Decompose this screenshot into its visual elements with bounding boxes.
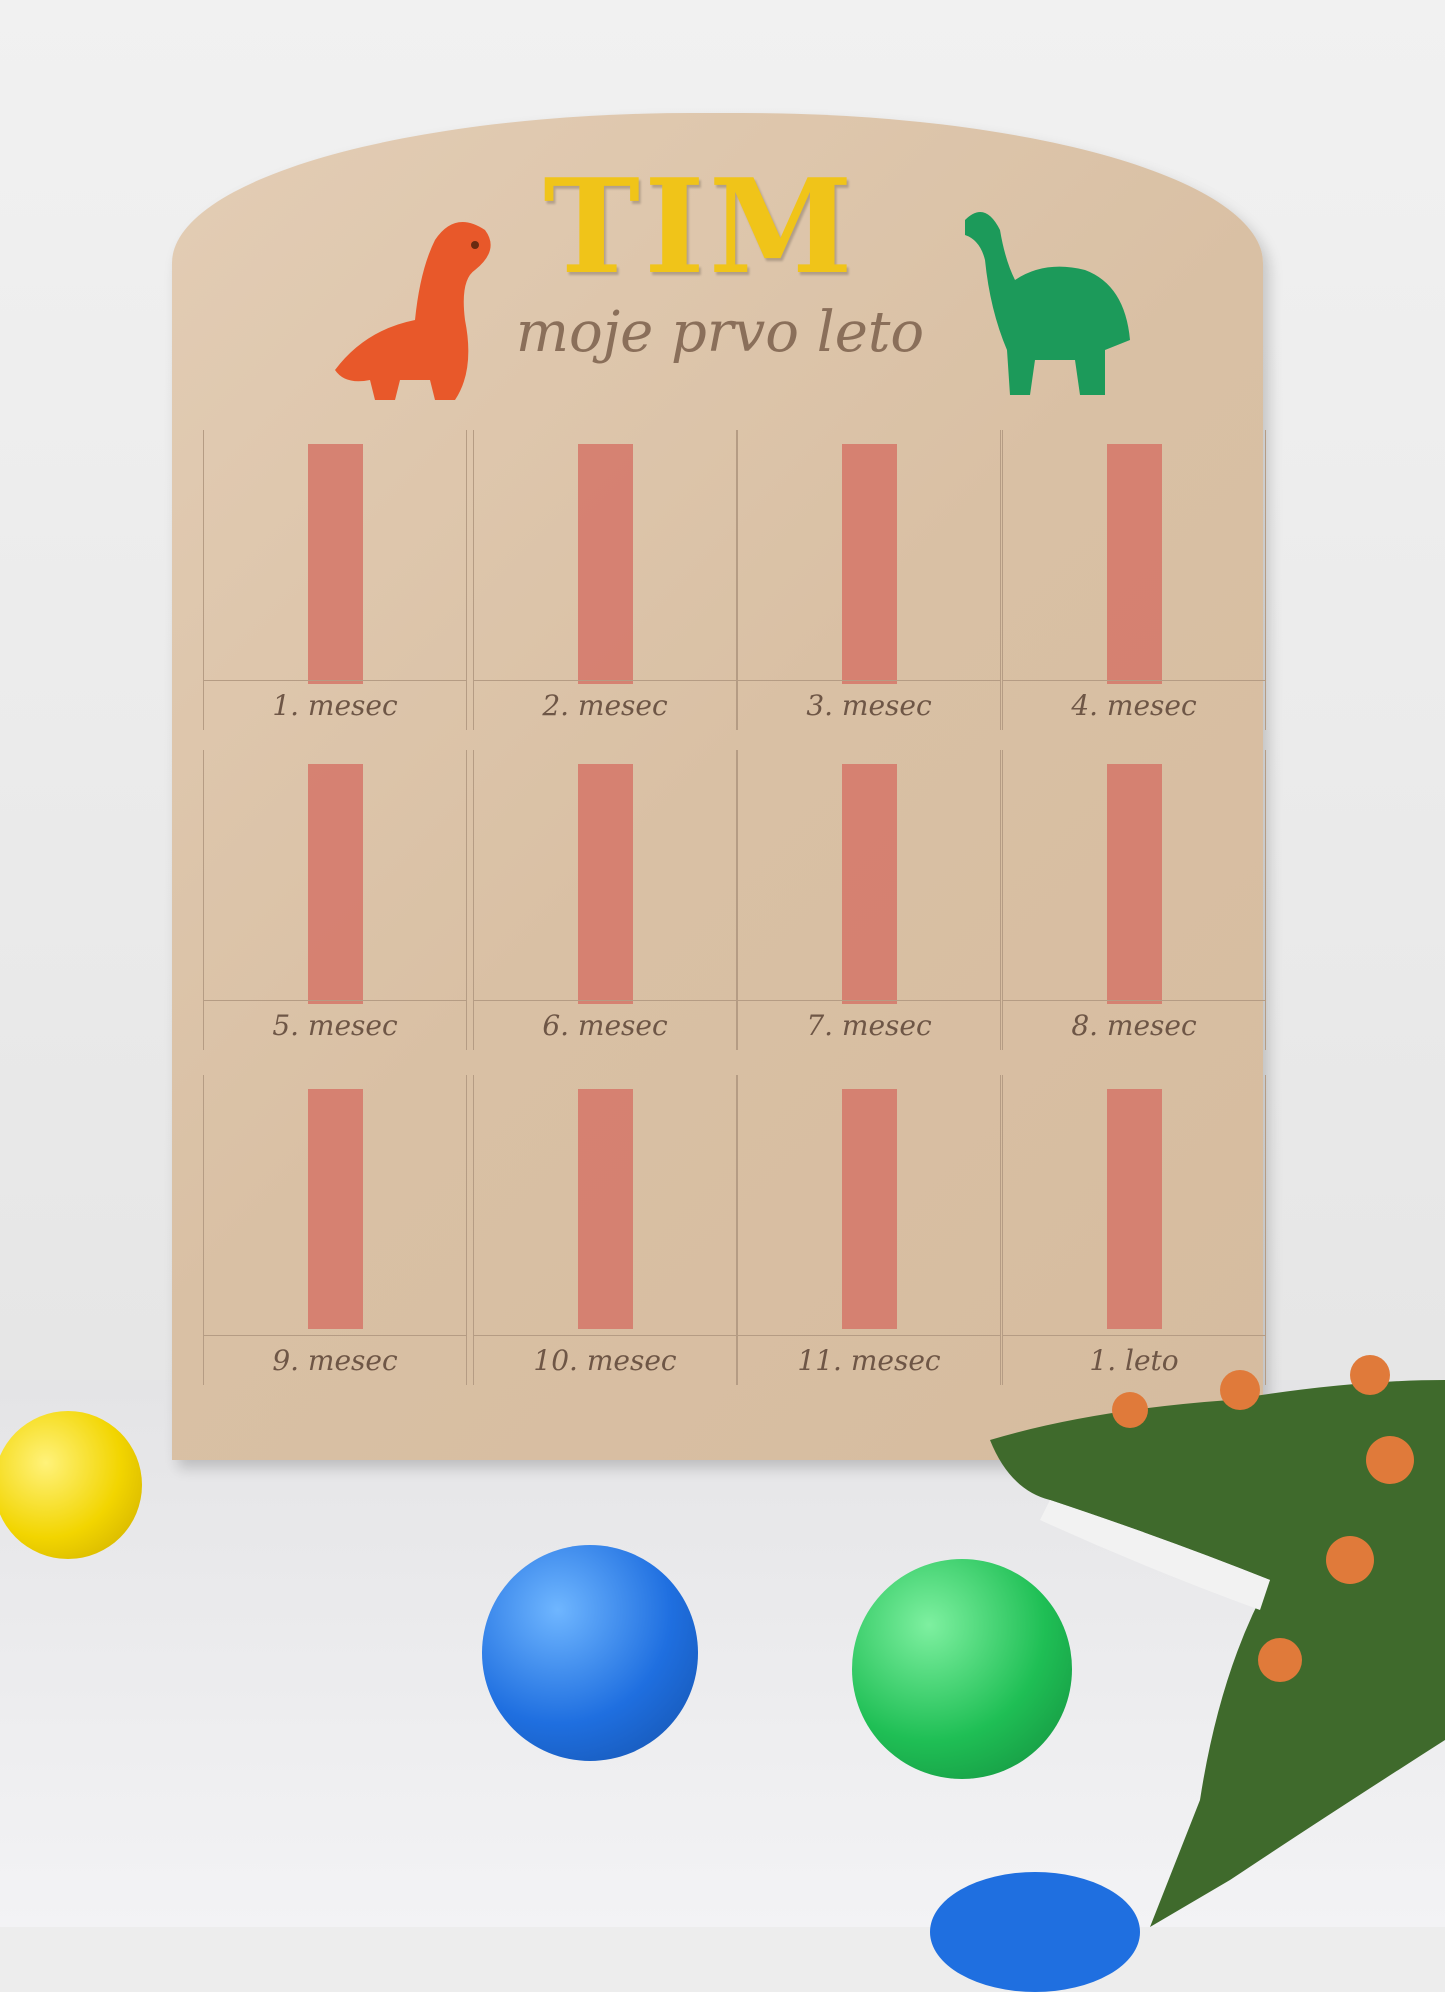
- photo-placeholder-strip: [578, 764, 633, 1004]
- photo-placeholder-strip: [842, 1089, 897, 1329]
- month-label: 3. mesec: [738, 680, 1000, 722]
- green-ball: [852, 1559, 1072, 1779]
- month-label: 11. mesec: [738, 1335, 1000, 1377]
- board-title: TIM: [543, 150, 857, 303]
- photo-placeholder-strip: [308, 444, 363, 684]
- photo-placeholder-strip: [578, 1089, 633, 1329]
- month-cell: 5. mesec: [203, 750, 467, 1050]
- yellow-ball: [0, 1411, 142, 1559]
- photo-placeholder-strip: [308, 1089, 363, 1329]
- month-label: 10. mesec: [474, 1335, 736, 1377]
- month-cell: 4. mesec: [1002, 430, 1266, 730]
- month-cell: 1. leto: [1002, 1075, 1266, 1385]
- month-cell: 6. mesec: [473, 750, 737, 1050]
- month-label: 6. mesec: [474, 1000, 736, 1042]
- month-label: 2. mesec: [474, 680, 736, 722]
- month-label: 7. mesec: [738, 1000, 1000, 1042]
- month-cell: 2. mesec: [473, 430, 737, 730]
- plush-dinosaur-toy: [990, 1355, 1445, 1927]
- orange-dinosaur-icon: [335, 222, 491, 400]
- month-cell: 7. mesec: [737, 750, 1001, 1050]
- photo-placeholder-strip: [1107, 444, 1162, 684]
- month-label: 9. mesec: [204, 1335, 466, 1377]
- month-label: 5. mesec: [204, 1000, 466, 1042]
- photo-placeholder-strip: [1107, 1089, 1162, 1329]
- month-cell: 1. mesec: [203, 430, 467, 730]
- month-cell: 11. mesec: [737, 1075, 1001, 1385]
- month-cell: 10. mesec: [473, 1075, 737, 1385]
- photo-placeholder-strip: [578, 444, 633, 684]
- photo-placeholder-strip: [308, 764, 363, 1004]
- photo-placeholder-strip: [842, 444, 897, 684]
- month-cell: 8. mesec: [1002, 750, 1266, 1050]
- month-label: 1. mesec: [204, 680, 466, 722]
- board-subtitle: moje prvo leto: [515, 300, 925, 365]
- green-dinosaur-icon: [965, 212, 1130, 395]
- month-cell: 3. mesec: [737, 430, 1001, 730]
- month-cell: 9. mesec: [203, 1075, 467, 1385]
- photo-placeholder-strip: [1107, 764, 1162, 1004]
- month-label: 1. leto: [1003, 1335, 1265, 1377]
- blue-ball: [482, 1545, 698, 1761]
- month-label: 4. mesec: [1003, 680, 1265, 722]
- month-label: 8. mesec: [1003, 1000, 1265, 1042]
- photo-placeholder-strip: [842, 764, 897, 1004]
